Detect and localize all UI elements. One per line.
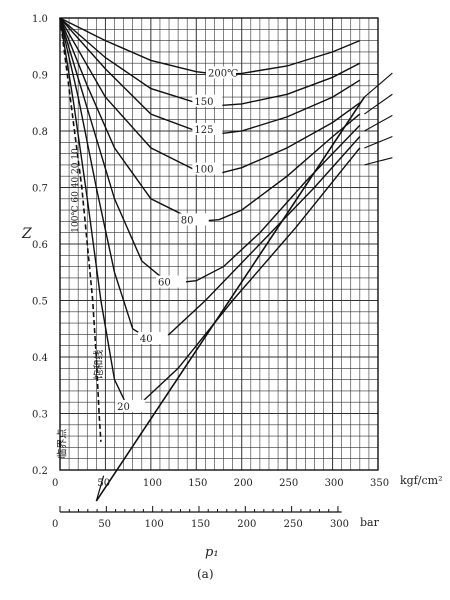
isotherm-label: 200℃ <box>208 69 238 80</box>
x-tick-label-bar: 200 <box>237 519 256 530</box>
isotherm-label: 125 <box>194 125 213 136</box>
x-unit-bottom: bar <box>360 516 380 529</box>
y-tick-label: 0.4 <box>32 353 48 364</box>
y-tick-label: 0.2 <box>32 466 48 477</box>
y-tick-label: 1.0 <box>32 14 48 25</box>
isotherm-label-bg <box>192 123 223 135</box>
axes: 0.20.30.40.50.60.70.80.91.00 50 100 150 200 2… <box>32 14 389 530</box>
x-axis-label: p₁ <box>205 545 219 560</box>
x-tick-label-bar: 100 <box>145 519 164 530</box>
x-tick-label-kgf: 150 <box>188 478 207 489</box>
x-unit-top: kgf/cm² <box>400 474 443 487</box>
x-tick-label-bar: 150 <box>191 519 210 530</box>
y-tick-label: 0.7 <box>32 184 48 195</box>
x-tick-label-bar: 250 <box>284 519 303 530</box>
y-tick-label: 0.9 <box>32 71 48 82</box>
x-tick-label-kgf: 50 <box>97 478 110 489</box>
isotherm-label-bg <box>178 213 209 226</box>
isotherm-label: 80 <box>181 215 194 226</box>
isotherm-label-bg <box>156 275 187 288</box>
x-tick-label-kgf: 200 <box>234 478 253 489</box>
y-tick-label: 0.8 <box>32 127 48 138</box>
isotherm-curves: 200℃ 150 125 100 80 60 40 20 100℃ 60 40 20 10 临界点… <box>55 17 393 502</box>
figure-caption: (a) <box>197 567 214 581</box>
isotherm-label-bg <box>115 399 146 412</box>
reference-line-tick <box>95 475 105 502</box>
x-tick-label-kgf: 250 <box>279 478 298 489</box>
critical-point-label: 临界点 <box>55 429 68 459</box>
reference-line <box>95 96 366 502</box>
isotherm-label: 100 <box>194 165 213 176</box>
isotherm-label: 40 <box>140 334 153 345</box>
isotherm-label-bg <box>206 66 236 79</box>
grid <box>59 17 379 471</box>
isotherm-label-bg <box>137 332 168 345</box>
isotherm-label: 60 <box>158 278 171 289</box>
x-tick-label-kgf: 350 <box>370 478 389 489</box>
x-tick-label-kgf: 100 <box>143 478 162 489</box>
isotherm-label-bg <box>192 94 223 107</box>
isotherm-strip-label: 100℃ 60 40 20 10 <box>71 148 81 233</box>
y-tick-label: 0.5 <box>32 297 48 308</box>
x-tick-label-kgf: 0 <box>52 478 58 489</box>
y-tick-label: 0.6 <box>32 240 48 251</box>
saturation-line <box>59 17 102 442</box>
isotherm-label: 150 <box>194 97 213 108</box>
x-tick-label-bar: 300 <box>330 519 349 530</box>
isotherm-label: 20 <box>117 402 130 413</box>
x-tick-label-kgf: 300 <box>325 478 344 489</box>
y-axis-label: Z <box>21 226 32 242</box>
saturation-line-label: 饱和线 <box>92 350 105 380</box>
isotherm-label-bg <box>192 162 223 175</box>
y-tick-label: 0.3 <box>32 410 48 421</box>
x-tick-label-bar: 0 <box>52 519 58 530</box>
x-tick-label-bar: 50 <box>98 519 111 530</box>
plot-frame <box>59 17 379 471</box>
